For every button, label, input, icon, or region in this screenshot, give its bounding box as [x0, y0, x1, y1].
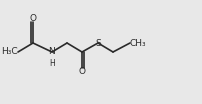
Text: N: N [48, 48, 55, 56]
Text: O: O [29, 14, 36, 23]
Text: H₃C: H₃C [1, 48, 18, 56]
Text: O: O [78, 67, 85, 76]
Text: S: S [95, 38, 100, 48]
Text: H: H [49, 59, 55, 68]
Text: CH₃: CH₃ [129, 38, 146, 48]
